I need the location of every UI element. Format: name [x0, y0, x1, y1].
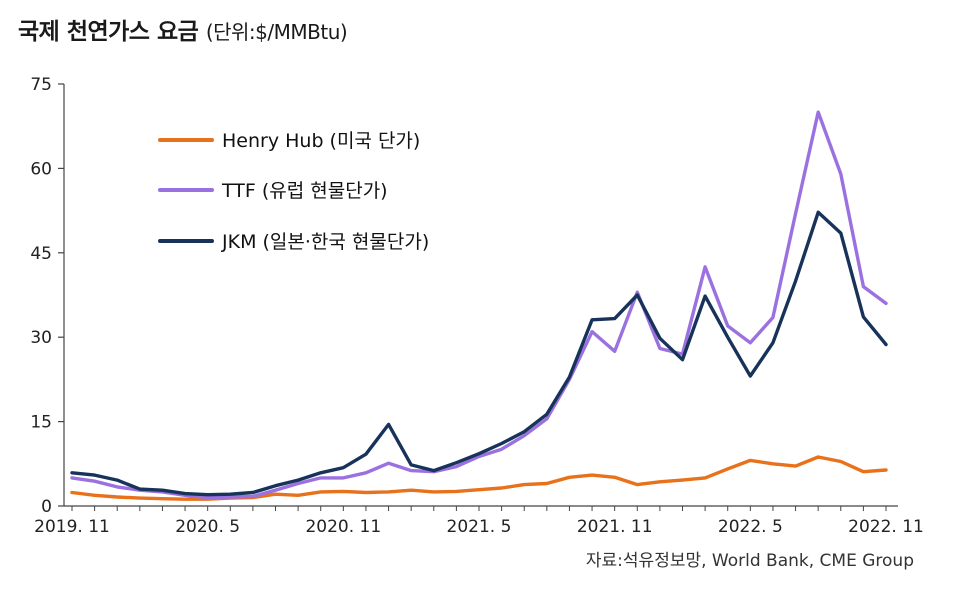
y-tick-label: 30: [30, 328, 52, 348]
chart-unit: (단위:$/MMBtu): [205, 20, 348, 44]
legend-label-ttf: TTF (유럽 현물단가): [221, 180, 388, 202]
x-tick-label: 2019. 11: [34, 517, 110, 537]
chart-title: 국제 천연가스 요금 (단위:$/MMBtu): [18, 12, 348, 46]
x-tick-label: 2021. 11: [577, 517, 653, 537]
y-tick-label: 45: [30, 244, 52, 264]
x-tick-label: 2021. 5: [447, 517, 512, 537]
chart-axes: 0 15 30 45 60 75 2019. 11 2020. 5 2020. 11 2021. …: [30, 75, 923, 537]
y-tick-label: 15: [30, 413, 52, 433]
series-line-ttf: [70, 110, 888, 500]
x-tick-label: 2022. 11: [848, 517, 924, 537]
x-tick-label: 2020. 5: [175, 517, 240, 537]
legend-label-jkm: JKM (일본·한국 현물단가): [221, 231, 429, 253]
chart-legend: Henry Hub (미국 단가) TTF (유럽 현물단가) JKM (일본·한국…: [158, 130, 429, 253]
chart-lines: [70, 110, 888, 501]
y-tick-label: 0: [41, 497, 52, 517]
chart-title-text: 국제 천연가스 요금: [18, 19, 199, 45]
x-tick-label: 2020. 11: [305, 517, 381, 537]
y-tick-label: 60: [30, 159, 52, 179]
series-line-jkm: [70, 210, 888, 497]
y-tick-label: 75: [30, 75, 52, 95]
legend-label-henry-hub: Henry Hub (미국 단가): [222, 130, 420, 152]
x-tick-label: 2022. 5: [718, 517, 783, 537]
source-note: 자료:석유정보망, World Bank, CME Group: [585, 551, 914, 571]
